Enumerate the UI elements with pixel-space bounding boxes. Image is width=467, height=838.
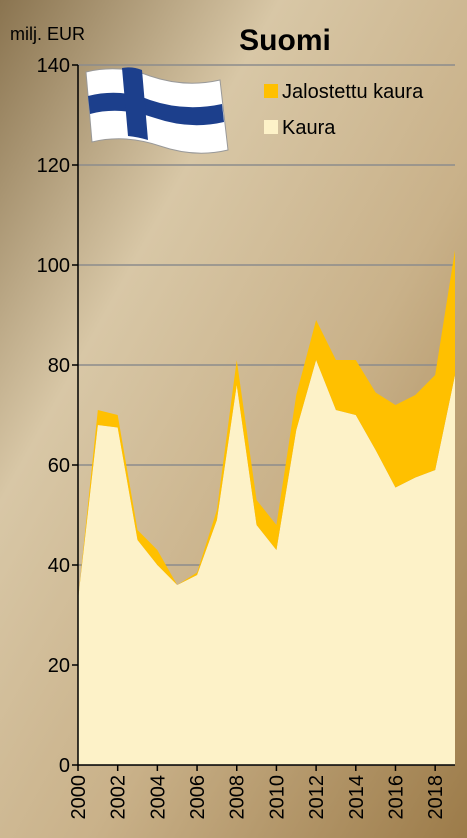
y-tick-label: 60 <box>48 455 70 477</box>
y-tick-label: 120 <box>37 155 70 177</box>
x-tick-label: 2004 <box>147 775 169 820</box>
x-tick-label: 2010 <box>266 775 288 820</box>
x-tick-label: 2002 <box>108 775 130 820</box>
y-tick-label: 80 <box>48 355 70 377</box>
legend-label: Kaura <box>282 117 336 139</box>
x-tick-label: 2008 <box>227 775 249 820</box>
chart-title: Suomi <box>239 24 331 57</box>
x-tick-label: 2012 <box>306 775 328 820</box>
y-axis-label: milj. EUR <box>10 24 85 44</box>
y-tick-label: 20 <box>48 655 70 677</box>
x-tick-label: 2000 <box>68 775 90 820</box>
x-tick-label: 2014 <box>346 775 368 820</box>
legend-label: Jalostettu kaura <box>282 81 424 103</box>
area <box>78 360 455 765</box>
x-tick-label: 2018 <box>425 775 447 820</box>
plot-area <box>78 64 455 766</box>
y-tick-label: 0 <box>59 755 70 777</box>
y-tick-label: 40 <box>48 555 70 577</box>
area <box>78 250 455 600</box>
y-tick-label: 100 <box>37 255 70 277</box>
y-tick-label: 140 <box>37 55 70 77</box>
x-tick-label: 2016 <box>385 775 407 820</box>
x-tick-label: 2006 <box>187 775 209 820</box>
legend-swatch <box>264 84 278 98</box>
flag <box>85 67 229 154</box>
legend-swatch <box>264 120 278 134</box>
